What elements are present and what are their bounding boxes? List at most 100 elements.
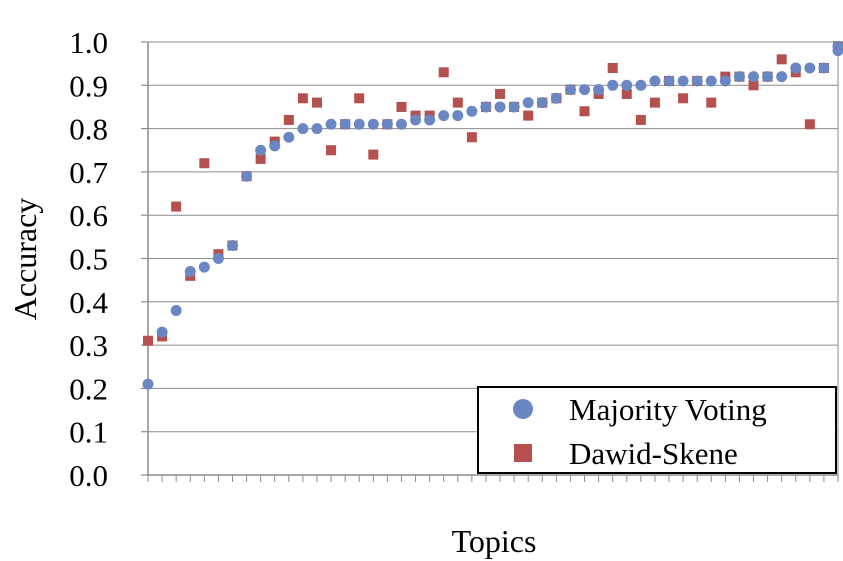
y-tick-label: 0.1 <box>69 415 108 450</box>
legend-majority-voting-label: Majority Voting <box>569 392 767 427</box>
majority-voting-point <box>522 97 534 109</box>
majority-voting-point <box>607 79 619 91</box>
majority-voting-point <box>762 71 774 83</box>
majority-voting-point <box>536 97 548 109</box>
majority-voting-point <box>424 114 436 126</box>
majority-voting-point <box>550 92 562 104</box>
majority-voting-point <box>156 326 168 338</box>
majority-voting-point <box>269 140 281 152</box>
majority-voting-point <box>579 84 591 96</box>
majority-voting-point <box>367 118 379 130</box>
majority-voting-point <box>255 144 267 156</box>
majority-voting-point <box>339 118 351 130</box>
majority-voting-point <box>748 71 760 83</box>
majority-voting-point <box>776 71 788 83</box>
majority-voting-point <box>564 84 576 96</box>
dawid-skene-point <box>706 97 717 108</box>
dawid-skene-point <box>776 54 787 65</box>
dawid-skene-point <box>635 114 646 125</box>
dawid-skene-point <box>326 145 337 156</box>
majority-voting-point <box>142 378 154 390</box>
legend-dawid-skene-label: Dawid-Skene <box>569 436 738 471</box>
y-tick-label: 0.6 <box>69 198 108 233</box>
majority-voting-point <box>663 75 675 87</box>
legend-majority-voting-marker <box>513 399 533 419</box>
dawid-skene-point <box>607 62 618 73</box>
y-tick-label: 1.0 <box>69 25 108 60</box>
majority-voting-point <box>705 75 717 87</box>
dawid-skene-point <box>255 153 266 164</box>
majority-voting-point <box>198 261 210 273</box>
y-tick-label: 0.0 <box>69 458 108 493</box>
y-axis-title: Accuracy <box>7 198 43 321</box>
majority-voting-point <box>790 62 802 74</box>
dawid-skene-point <box>523 110 534 121</box>
majority-voting-point <box>719 75 731 87</box>
y-tick-label: 0.5 <box>69 242 108 277</box>
x-axis-title: Topics <box>452 523 537 559</box>
dawid-skene-point <box>199 158 210 169</box>
dawid-skene-point <box>171 201 182 212</box>
y-tick-label: 0.2 <box>69 371 108 406</box>
y-tick-label: 0.4 <box>69 285 108 320</box>
y-tick-label: 0.8 <box>69 112 108 147</box>
y-tick-label: 0.9 <box>69 68 108 103</box>
majority-voting-point <box>283 131 295 143</box>
dawid-skene-point <box>804 119 815 130</box>
majority-voting-point <box>184 265 196 277</box>
majority-voting-point <box>170 304 182 316</box>
majority-voting-point <box>804 62 816 74</box>
majority-voting-point <box>452 110 464 122</box>
dawid-skene-point <box>579 106 590 117</box>
dawid-skene-point <box>466 132 477 143</box>
gridlines <box>148 41 838 433</box>
majority-voting-point <box>395 118 407 130</box>
majority-voting-point <box>297 123 309 135</box>
majority-voting-point <box>508 101 520 113</box>
majority-voting-point <box>311 123 323 135</box>
majority-voting-point <box>691 75 703 87</box>
majority-voting-point <box>438 110 450 122</box>
y-tick-labels: 0.0 0.1 0.2 0.3 0.4 0.5 0.6 0.7 0.8 0.9 1.0 <box>69 25 108 493</box>
majority-voting-point <box>494 101 506 113</box>
dawid-skene-point <box>452 97 463 108</box>
majority-voting-point <box>818 62 830 74</box>
dawid-skene-point <box>396 101 407 112</box>
majority-voting-point <box>733 71 745 83</box>
majority-voting-point <box>410 114 422 126</box>
dawid-skene-point <box>438 67 449 78</box>
data-points <box>142 40 843 390</box>
majority-voting-point <box>325 118 337 130</box>
majority-voting-point <box>649 75 661 87</box>
majority-voting-point <box>635 79 647 91</box>
dawid-skene-point <box>495 88 506 99</box>
legend: Majority Voting Dawid-Skene <box>477 386 837 474</box>
majority-voting-point <box>593 84 605 96</box>
majority-voting-point <box>621 79 633 91</box>
majority-voting-point <box>212 253 224 264</box>
majority-voting-point <box>226 240 238 252</box>
dawid-skene-point <box>311 97 322 108</box>
dawid-skene-point <box>283 114 294 125</box>
dawid-skene-point <box>297 93 308 104</box>
majority-voting-point <box>381 118 393 130</box>
majority-voting-point <box>466 105 478 117</box>
dawid-skene-point <box>678 93 689 104</box>
dawid-skene-point <box>368 149 379 160</box>
majority-voting-point <box>832 40 843 52</box>
axes <box>141 41 839 482</box>
dawid-skene-point <box>748 80 759 91</box>
dawid-skene-point <box>649 97 660 108</box>
legend-dawid-skene-marker <box>514 444 532 462</box>
dawid-skene-point <box>143 335 153 346</box>
dawid-skene-point <box>354 93 365 104</box>
majority-voting-point <box>353 118 365 130</box>
legend-box <box>477 386 837 474</box>
majority-voting-point <box>241 170 253 182</box>
y-tick-label: 0.3 <box>69 328 108 363</box>
dawid-skene-point <box>621 88 632 99</box>
y-tick-label: 0.7 <box>69 155 108 190</box>
majority-voting-point <box>480 101 492 113</box>
